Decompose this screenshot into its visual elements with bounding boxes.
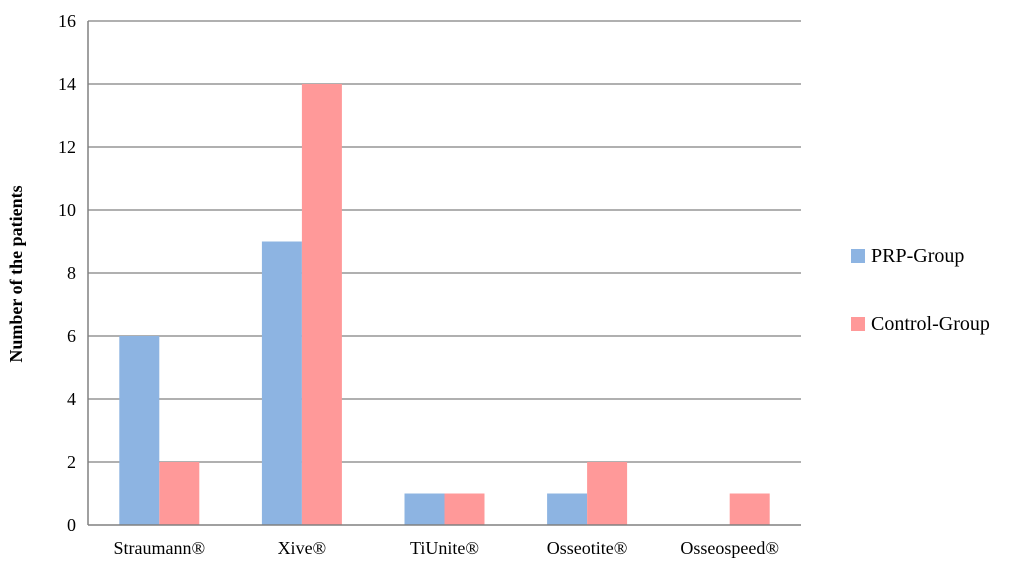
legend-label: Control-Group [871, 313, 990, 335]
y-axis-title: Number of the patients [6, 185, 26, 362]
y-tick-label: 16 [58, 11, 76, 31]
bar-prp-group-0 [119, 336, 160, 525]
y-tick-label: 10 [58, 200, 76, 220]
legend-swatch [851, 317, 865, 331]
x-tick-label: Straumann® [113, 538, 205, 558]
x-tick-label: TiUnite® [410, 538, 479, 558]
legend-label: PRP-Group [871, 245, 964, 267]
y-tick-label: 4 [67, 389, 76, 409]
y-tick-label: 2 [67, 452, 76, 472]
x-tick-label: Osseotite® [547, 538, 628, 558]
y-tick-label: 6 [67, 326, 76, 346]
y-tick-label: 14 [58, 74, 76, 94]
bar-control-group-2 [444, 493, 485, 525]
y-tick-label: 8 [67, 263, 76, 283]
legend: PRP-Group Control-Group [851, 245, 990, 335]
bar-control-group-0 [159, 462, 200, 525]
x-tick-label: Osseospeed® [680, 538, 779, 558]
bar-control-group-1 [301, 84, 342, 525]
x-tick-label: Xive® [278, 538, 327, 558]
legend-swatch [851, 249, 865, 263]
bar-prp-group-1 [261, 241, 302, 525]
bar-prp-group-2 [404, 493, 445, 525]
bar-control-group-4 [729, 493, 770, 525]
y-tick-labels: 0 2 4 6 8 10 12 14 16 [58, 11, 76, 535]
gridlines [88, 20, 801, 463]
bars [119, 84, 770, 525]
y-tick-label: 12 [58, 137, 76, 157]
x-tick-labels: Straumann® Xive® TiUnite® Osseotite® Osseosp… [113, 538, 779, 558]
bar-control-group-3 [587, 462, 628, 525]
bar-prp-group-3 [547, 493, 588, 525]
y-tick-label: 0 [67, 515, 76, 535]
